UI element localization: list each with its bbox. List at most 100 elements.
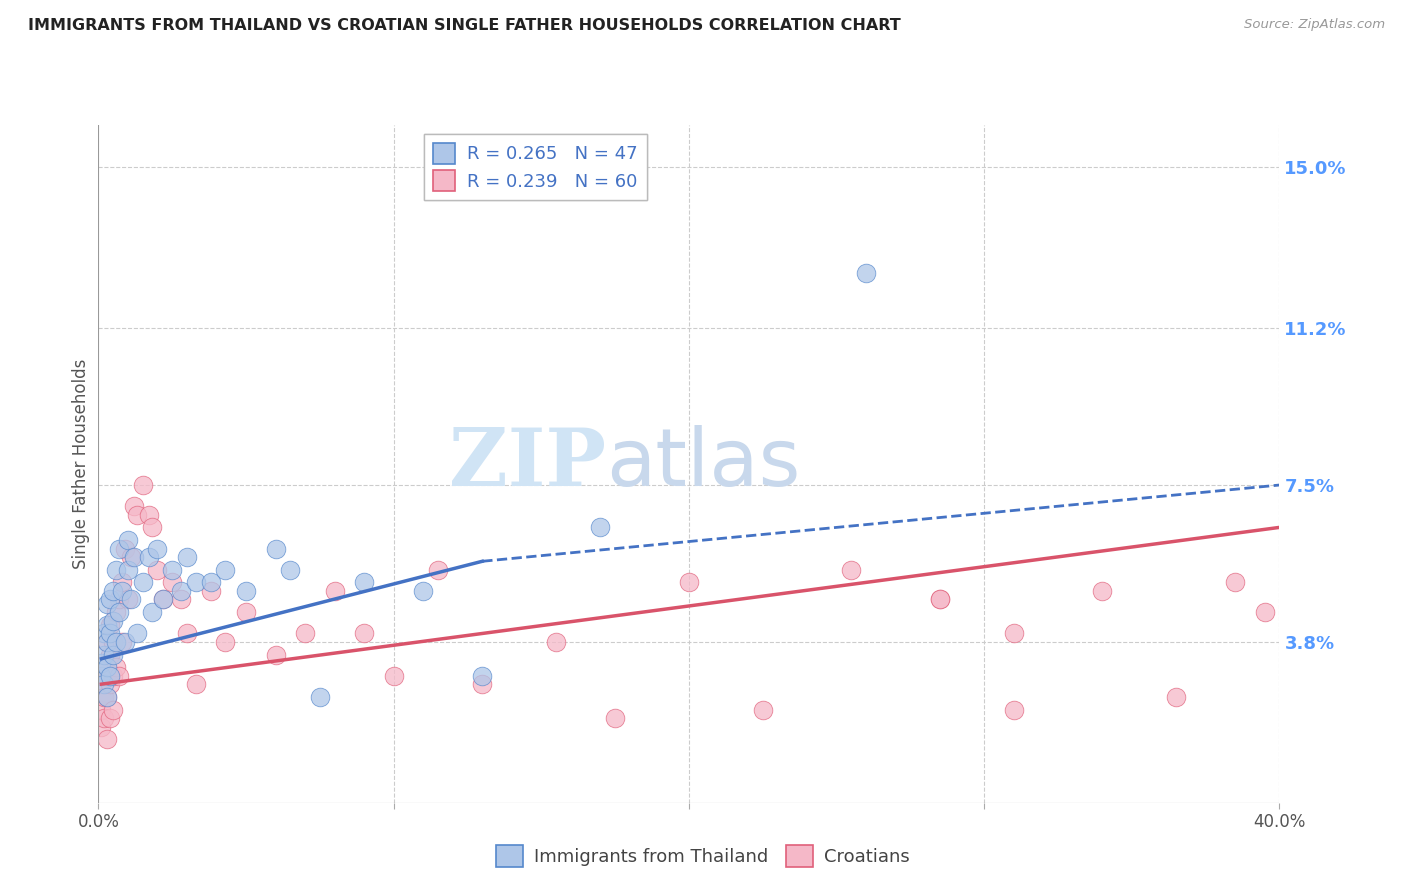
Point bbox=[96, 690, 118, 704]
Point bbox=[103, 703, 125, 717]
Point bbox=[146, 563, 169, 577]
Point bbox=[117, 563, 139, 577]
Point bbox=[96, 635, 118, 649]
Point bbox=[120, 549, 142, 565]
Point bbox=[471, 677, 494, 691]
Point bbox=[108, 669, 131, 683]
Point bbox=[105, 660, 128, 674]
Point bbox=[96, 690, 118, 704]
Point bbox=[105, 635, 128, 649]
Point bbox=[546, 635, 568, 649]
Point bbox=[132, 575, 155, 590]
Point bbox=[96, 732, 118, 747]
Point bbox=[90, 703, 112, 717]
Point bbox=[111, 575, 134, 590]
Point bbox=[98, 617, 121, 632]
Point bbox=[103, 648, 125, 662]
Point bbox=[170, 584, 193, 599]
Point bbox=[928, 592, 950, 607]
Point bbox=[98, 677, 121, 691]
Point bbox=[841, 563, 863, 577]
Point bbox=[146, 541, 169, 556]
Point bbox=[751, 703, 773, 717]
Point bbox=[98, 711, 121, 725]
Point bbox=[103, 584, 125, 599]
Point bbox=[90, 656, 112, 670]
Point bbox=[678, 575, 700, 590]
Point bbox=[471, 669, 494, 683]
Point bbox=[162, 575, 183, 590]
Point bbox=[141, 605, 163, 619]
Point bbox=[928, 592, 950, 607]
Point bbox=[605, 711, 627, 725]
Point bbox=[98, 592, 121, 607]
Point bbox=[214, 635, 236, 649]
Point bbox=[170, 592, 193, 607]
Point bbox=[855, 266, 877, 280]
Point bbox=[98, 669, 121, 683]
Point bbox=[93, 677, 115, 691]
Legend: Immigrants from Thailand, Croatians: Immigrants from Thailand, Croatians bbox=[489, 838, 917, 874]
Point bbox=[96, 635, 118, 649]
Point bbox=[108, 592, 131, 607]
Point bbox=[138, 508, 160, 522]
Point bbox=[96, 660, 118, 674]
Point bbox=[353, 575, 375, 590]
Point bbox=[103, 614, 125, 628]
Point bbox=[93, 690, 115, 704]
Point bbox=[114, 635, 136, 649]
Point bbox=[90, 677, 112, 691]
Point bbox=[235, 584, 257, 599]
Point bbox=[122, 549, 145, 565]
Point bbox=[117, 592, 139, 607]
Y-axis label: Single Father Households: Single Father Households bbox=[72, 359, 90, 569]
Point bbox=[294, 626, 316, 640]
Point bbox=[122, 500, 145, 514]
Point bbox=[132, 478, 155, 492]
Point bbox=[98, 626, 121, 640]
Point bbox=[323, 584, 346, 599]
Point bbox=[93, 669, 115, 683]
Point bbox=[176, 549, 198, 565]
Point bbox=[1002, 703, 1025, 717]
Point bbox=[382, 669, 405, 683]
Point bbox=[105, 563, 128, 577]
Point bbox=[138, 549, 160, 565]
Point bbox=[90, 719, 112, 733]
Point bbox=[105, 605, 128, 619]
Point bbox=[103, 669, 125, 683]
Point bbox=[93, 648, 115, 662]
Point bbox=[114, 541, 136, 556]
Point bbox=[108, 541, 131, 556]
Point bbox=[184, 677, 207, 691]
Point bbox=[96, 617, 118, 632]
Point bbox=[152, 592, 174, 607]
Point bbox=[120, 592, 142, 607]
Text: Source: ZipAtlas.com: Source: ZipAtlas.com bbox=[1244, 18, 1385, 31]
Point bbox=[162, 563, 183, 577]
Point bbox=[98, 648, 121, 662]
Point bbox=[141, 520, 163, 534]
Point bbox=[93, 626, 115, 640]
Point bbox=[353, 626, 375, 640]
Point bbox=[184, 575, 207, 590]
Point bbox=[176, 626, 198, 640]
Point bbox=[1002, 626, 1025, 640]
Point bbox=[309, 690, 332, 704]
Point bbox=[93, 711, 115, 725]
Point bbox=[1254, 605, 1277, 619]
Point bbox=[412, 584, 434, 599]
Point bbox=[96, 660, 118, 674]
Point bbox=[111, 584, 134, 599]
Point bbox=[108, 605, 131, 619]
Point bbox=[96, 597, 118, 611]
Point bbox=[1164, 690, 1187, 704]
Point bbox=[152, 592, 174, 607]
Point bbox=[111, 635, 134, 649]
Text: IMMIGRANTS FROM THAILAND VS CROATIAN SINGLE FATHER HOUSEHOLDS CORRELATION CHART: IMMIGRANTS FROM THAILAND VS CROATIAN SIN… bbox=[28, 18, 901, 33]
Point bbox=[264, 541, 287, 556]
Point bbox=[103, 635, 125, 649]
Point bbox=[589, 520, 612, 534]
Legend: R = 0.265   N = 47, R = 0.239   N = 60: R = 0.265 N = 47, R = 0.239 N = 60 bbox=[425, 134, 647, 200]
Text: ZIP: ZIP bbox=[450, 425, 606, 503]
